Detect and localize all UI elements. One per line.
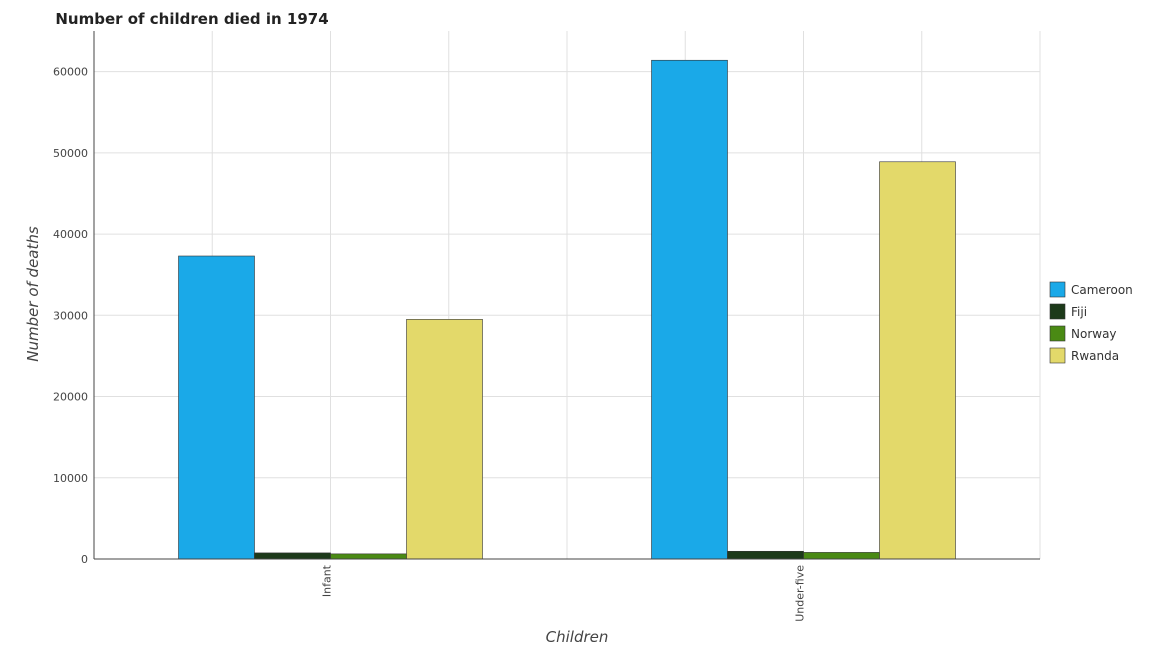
legend-swatch-norway [1049, 325, 1066, 342]
x-tick-label: Infant [321, 564, 334, 597]
y-tick-label: 30000 [53, 309, 88, 322]
legend-swatch-cameroon [1049, 281, 1066, 298]
legend-label-norway: Norway [1071, 327, 1117, 341]
legend-label-cameroon: Cameroon [1071, 283, 1133, 297]
chart-title: Number of children died in 1974 [55, 10, 328, 28]
legend: Cameroon Fiji Norway Rwanda [1049, 281, 1133, 364]
legend-label-rwanda: Rwanda [1071, 349, 1119, 363]
bar-rwanda-infant [406, 319, 483, 560]
y-tick-label: 10000 [53, 472, 88, 485]
y-tick-label: 20000 [53, 391, 88, 404]
y-axis-label: Number of deaths [24, 226, 42, 362]
y-tick-label: 50000 [53, 147, 88, 160]
tick-labels: 0 10000 20000 30000 40000 50000 60000 Infant Und… [53, 66, 807, 622]
bar-fiji-infant [254, 552, 331, 560]
y-tick-label: 0 [81, 553, 88, 566]
bars [178, 59, 956, 560]
bar-rwanda-under-five [879, 161, 956, 560]
bar-norway-under-five [803, 552, 880, 560]
legend-swatch-fiji [1049, 303, 1066, 320]
legend-label-fiji: Fiji [1071, 305, 1087, 319]
x-tick-label: Under-five [794, 565, 807, 622]
y-tick-label: 40000 [53, 228, 88, 241]
bar-cameroon-under-five [651, 59, 728, 560]
x-axis-label: Children [546, 628, 609, 646]
y-tick-label: 60000 [53, 66, 88, 79]
bar-norway-infant [330, 553, 407, 560]
legend-swatch-rwanda [1049, 347, 1066, 364]
bar-cameroon-infant [178, 255, 255, 560]
bar-fiji-under-five [727, 550, 804, 560]
axes [93, 31, 1040, 560]
